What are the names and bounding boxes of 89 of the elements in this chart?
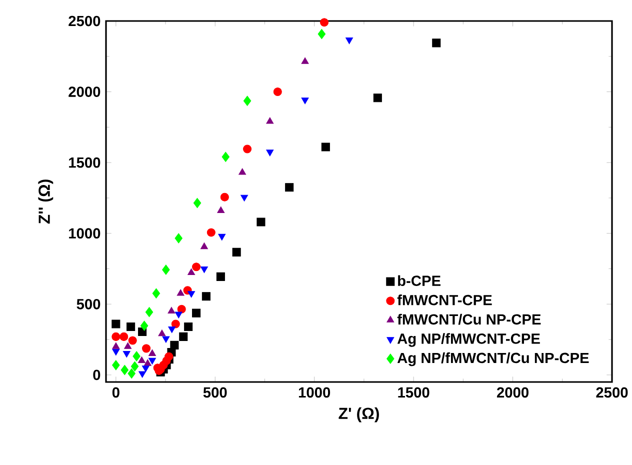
point bbox=[142, 366, 150, 372]
point bbox=[112, 320, 120, 328]
point bbox=[266, 150, 274, 156]
point bbox=[240, 194, 248, 202]
point bbox=[193, 198, 202, 208]
point bbox=[301, 98, 309, 104]
legend-label: Ag NP/fMWCNT/Cu NP-CPE bbox=[397, 352, 589, 366]
legend-label: fMWCNT/Cu NP-CPE bbox=[397, 314, 541, 325]
point bbox=[217, 206, 225, 213]
point bbox=[152, 288, 160, 298]
point bbox=[273, 88, 282, 96]
point bbox=[138, 371, 146, 378]
x-tick-label: 1000 bbox=[298, 387, 330, 398]
x-tick-label: 500 bbox=[203, 387, 227, 398]
x-tick-label: 2500 bbox=[596, 387, 628, 398]
y-axis-title: Z'' (Ω) bbox=[38, 180, 54, 224]
point bbox=[432, 38, 441, 48]
point bbox=[148, 358, 156, 364]
point bbox=[138, 356, 146, 364]
point bbox=[148, 349, 156, 356]
point bbox=[120, 364, 129, 376]
point bbox=[266, 117, 274, 124]
point bbox=[158, 330, 166, 336]
point bbox=[168, 326, 176, 334]
point bbox=[200, 266, 208, 274]
point bbox=[112, 342, 120, 349]
point bbox=[243, 96, 252, 106]
point bbox=[170, 340, 179, 350]
point bbox=[243, 144, 252, 154]
point bbox=[124, 342, 132, 349]
point bbox=[164, 352, 174, 361]
point bbox=[112, 349, 120, 356]
point bbox=[176, 289, 184, 296]
point bbox=[140, 320, 148, 331]
point bbox=[218, 234, 226, 240]
point bbox=[144, 359, 152, 366]
point bbox=[128, 368, 136, 379]
point bbox=[318, 28, 326, 40]
point bbox=[122, 350, 130, 358]
point bbox=[220, 192, 229, 202]
legend-label: b-CPE bbox=[398, 275, 440, 286]
y-tick-label: 0 bbox=[93, 370, 100, 380]
point bbox=[192, 262, 201, 272]
y-tick-label: 2500 bbox=[68, 16, 100, 26]
point bbox=[192, 308, 201, 318]
point bbox=[188, 268, 196, 275]
point bbox=[112, 360, 120, 370]
point bbox=[256, 218, 266, 226]
point bbox=[232, 248, 241, 256]
x-tick-label: 0 bbox=[112, 387, 120, 398]
point bbox=[346, 38, 354, 44]
y-tick-label: 1000 bbox=[69, 228, 100, 239]
point bbox=[145, 306, 154, 318]
point bbox=[216, 272, 225, 281]
point bbox=[162, 264, 170, 275]
point bbox=[174, 312, 182, 318]
point bbox=[301, 57, 309, 64]
point bbox=[120, 332, 128, 341]
legend-label: Ag NP/fMWCNT-CPE bbox=[397, 333, 540, 347]
y-tick-label: 2000 bbox=[68, 86, 100, 97]
point bbox=[132, 351, 140, 362]
point bbox=[171, 320, 180, 328]
point bbox=[142, 344, 151, 353]
point bbox=[130, 361, 139, 372]
point bbox=[202, 292, 210, 301]
point bbox=[168, 306, 176, 314]
legend-label: fMWCNT-CPE bbox=[397, 294, 492, 306]
point bbox=[128, 336, 137, 345]
x-tick-label: 2000 bbox=[496, 387, 528, 398]
y-tick-label: 500 bbox=[76, 298, 100, 310]
point bbox=[238, 168, 246, 175]
x-axis-title: Z' (Ω) bbox=[338, 407, 379, 422]
point bbox=[184, 322, 193, 332]
point bbox=[126, 322, 136, 332]
point bbox=[222, 152, 230, 162]
x-tick-label: 1500 bbox=[398, 387, 430, 398]
point bbox=[321, 142, 330, 152]
point bbox=[112, 332, 120, 341]
point bbox=[373, 94, 382, 102]
point bbox=[200, 242, 208, 250]
point bbox=[206, 228, 216, 237]
point bbox=[174, 233, 182, 244]
point bbox=[285, 183, 294, 192]
point bbox=[320, 18, 329, 27]
point bbox=[177, 304, 186, 314]
point bbox=[179, 332, 188, 341]
y-tick-label: 1500 bbox=[69, 157, 100, 168]
point bbox=[188, 291, 196, 298]
point bbox=[162, 336, 170, 343]
